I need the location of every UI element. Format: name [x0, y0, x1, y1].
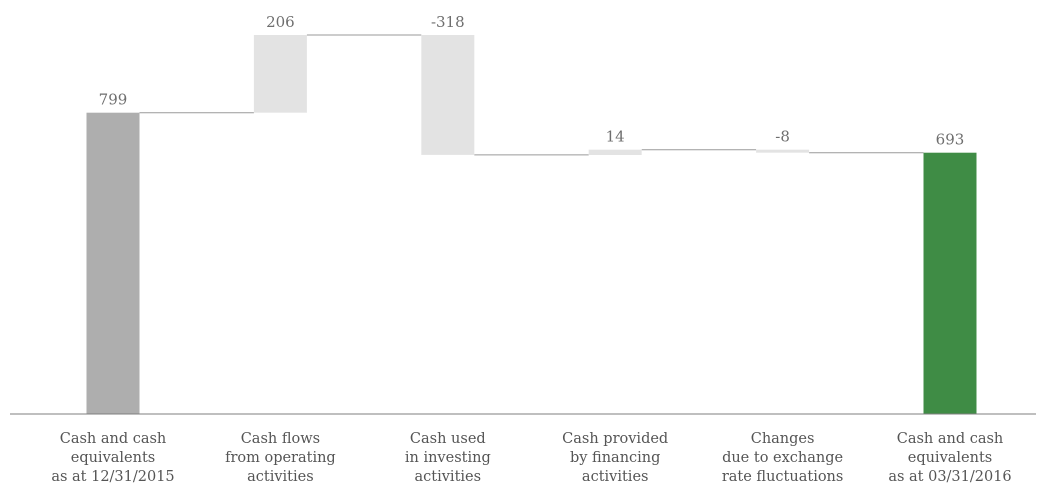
category-label-line: due to exchange — [722, 450, 843, 466]
value-label-1: 799 — [99, 91, 128, 109]
category-label-line: as at 12/31/2015 — [51, 469, 174, 485]
bars — [87, 35, 977, 414]
category-label-4: Cash provided by financing activities — [562, 431, 668, 485]
category-label-3: Cash used in investing activities — [405, 431, 491, 485]
category-label-line: in investing — [405, 450, 491, 466]
value-label-6: 693 — [936, 131, 965, 149]
bar-6 — [924, 153, 977, 414]
category-label-line: Cash provided — [562, 431, 668, 447]
category-label-line: activities — [247, 469, 314, 485]
category-label-2: Cash flows from operating activities — [225, 431, 336, 485]
bar-5 — [756, 150, 809, 153]
bar-3 — [421, 35, 474, 155]
bar-4 — [589, 150, 642, 155]
category-label-line: Cash used — [410, 431, 486, 447]
value-label-2: 206 — [266, 13, 295, 31]
category-label-line: as at 03/31/2016 — [888, 469, 1011, 485]
bar-2 — [254, 35, 307, 113]
category-label-1: Cash and cash equivalents as at 12/31/2015 — [51, 431, 174, 485]
category-label-line: Changes — [751, 431, 815, 447]
category-label-line: equivalents — [71, 450, 156, 466]
category-label-line: Cash and cash — [60, 431, 167, 447]
category-label-line: equivalents — [908, 450, 993, 466]
category-label-5: Changes due to exchange rate fluctuations — [722, 431, 844, 485]
value-labels: 799 206 -318 14 -8 693 — [99, 13, 965, 149]
category-labels: Cash and cash equivalents as at 12/31/2015… — [51, 431, 1011, 485]
category-label-line: activities — [415, 469, 482, 485]
category-label-6: Cash and cash equivalents as at 03/31/2016 — [888, 431, 1011, 485]
category-label-line: rate fluctuations — [722, 469, 844, 485]
value-label-5: -8 — [775, 128, 790, 146]
value-label-3: -318 — [431, 13, 465, 31]
category-label-line: Cash and cash — [897, 431, 1004, 447]
category-label-line: activities — [582, 469, 649, 485]
value-label-4: 14 — [606, 128, 625, 146]
category-label-line: from operating — [225, 450, 336, 466]
category-label-line: Cash flows — [241, 431, 320, 447]
bar-1 — [87, 113, 140, 414]
category-label-line: by financing — [570, 450, 660, 466]
